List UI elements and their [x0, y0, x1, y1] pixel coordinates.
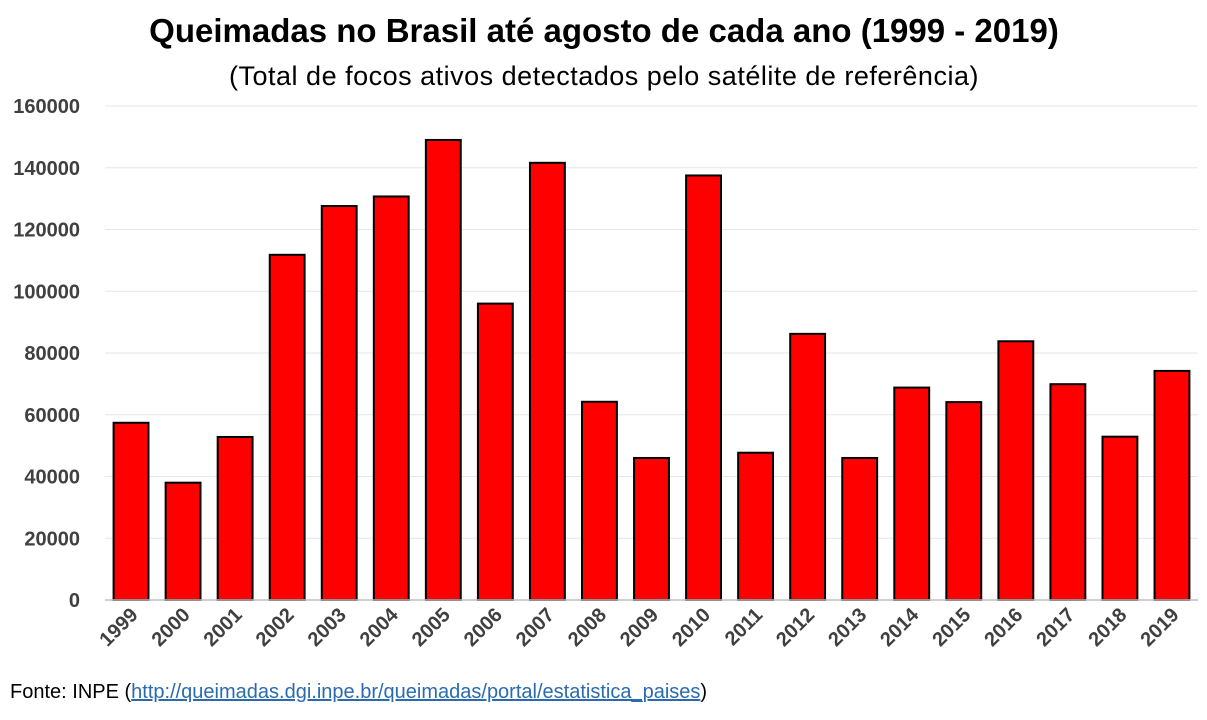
bar-2010 [685, 174, 722, 601]
source-link[interactable]: http://queimadas.dgi.inpe.br/queimadas/p… [131, 681, 701, 703]
bar-2008 [581, 400, 618, 601]
bar-2007 [528, 161, 566, 601]
bar-2001 [216, 435, 254, 602]
y-tick-label: 80000 [24, 343, 80, 365]
bars [112, 138, 1191, 602]
bar-2017 [1049, 383, 1087, 601]
x-tick-label: 2017 [1032, 604, 1079, 651]
bar-2018 [1101, 435, 1139, 602]
bar-2009 [633, 456, 670, 601]
x-tick-label: 2012 [772, 604, 819, 651]
source-suffix: ) [700, 681, 708, 703]
y-tick-label: 160000 [13, 96, 80, 118]
x-tick-label: 2009 [616, 604, 663, 651]
y-tick-label: 40000 [24, 467, 80, 489]
bar-2002 [268, 253, 306, 601]
bar-2019 [1153, 369, 1191, 601]
x-tick-label: 2015 [928, 604, 975, 651]
bar-2013 [841, 456, 879, 601]
y-tick-label: 100000 [13, 281, 80, 303]
chart-subtitle: (Total de focos ativos detectados pelo s… [229, 61, 979, 91]
x-tick-label: 2004 [356, 603, 404, 651]
x-tick-label: 2000 [148, 604, 195, 651]
bar-2012 [789, 332, 827, 601]
y-tick-label: 0 [69, 590, 80, 612]
y-axis-ticks: 0 20000 40000 60000 80000 100000 120000 140000 1… [13, 96, 80, 612]
y-tick-label: 20000 [24, 528, 80, 550]
x-axis-ticks: 1999 2000 2001 2002 2003 2004 2005 2006 2007 2008… [96, 603, 1184, 651]
x-tick-label: 2003 [304, 604, 351, 651]
bar-chart: Queimadas no Brasil até agosto de cada a… [13, 12, 1198, 651]
bar-2005 [424, 138, 462, 601]
bar-2016 [997, 340, 1035, 601]
x-tick-label: 2002 [252, 604, 299, 651]
bar-2006 [476, 302, 514, 601]
bar-2014 [893, 386, 931, 601]
x-tick-label: 2011 [721, 604, 767, 650]
y-tick-label: 60000 [24, 405, 80, 427]
x-tick-label: 2019 [1136, 604, 1183, 651]
x-tick-label: 2013 [824, 604, 871, 651]
x-tick-label: 2018 [1084, 604, 1131, 651]
x-tick-label: 2001 [200, 604, 247, 651]
x-tick-label: 2006 [460, 604, 507, 651]
chart-title: Queimadas no Brasil até agosto de cada a… [149, 12, 1059, 49]
bar-2003 [320, 205, 358, 601]
x-tick-label: 2016 [980, 604, 1027, 651]
x-tick-label: 2005 [408, 604, 455, 651]
x-tick-label: 2010 [668, 604, 715, 651]
x-tick-label: 2008 [564, 604, 611, 651]
bar-2011 [737, 451, 775, 601]
x-tick-label: 2007 [512, 604, 559, 651]
bar-2004 [372, 195, 410, 601]
bar-2000 [164, 481, 202, 601]
bar-1999 [112, 421, 150, 601]
y-tick-label: 140000 [13, 158, 80, 180]
source-prefix: Fonte: INPE ( [10, 681, 132, 703]
x-tick-label: 2014 [876, 603, 924, 651]
bar-2015 [945, 401, 983, 601]
y-tick-label: 120000 [13, 220, 80, 242]
source-note: Fonte: INPE (http://queimadas.dgi.inpe.b… [10, 681, 707, 704]
x-tick-label: 1999 [96, 604, 143, 651]
